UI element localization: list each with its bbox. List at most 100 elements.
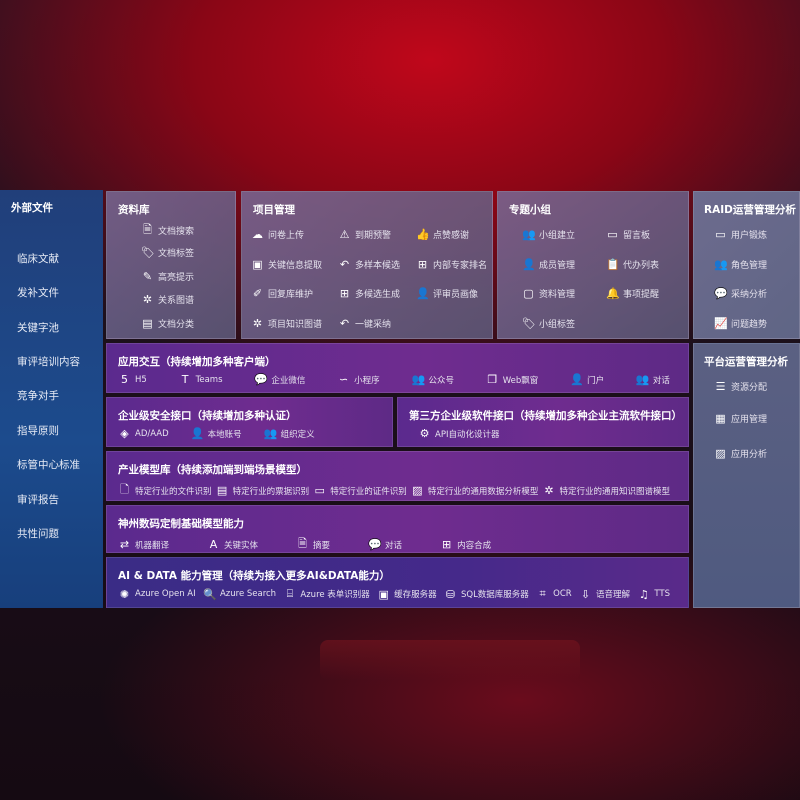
aidata-item-label: Azure 表单识别器 [300,590,370,600]
sidebar-item[interactable]: 审评报告 [17,494,59,506]
group-item[interactable]: 👤 成员管理 [522,258,575,271]
industry-item-label: 特定行业的通用数据分析模型 [427,486,539,497]
interaction-item[interactable]: 👥 公众号 [411,373,454,386]
id-card-icon: ▭ [314,484,325,497]
security-item-label: 组织定义 [280,429,315,440]
group-item[interactable]: ▢ 资料管理 [522,287,575,300]
receipt-icon: ▤ [216,484,228,497]
group-item[interactable]: 🏷 小组标签 [522,317,575,330]
aidata-item[interactable]: ⛁ SQL数据库服务器 [444,587,529,601]
interaction-item[interactable]: ❐ Web飘窗 [486,373,539,386]
basemodel-item[interactable]: ⊞ 内容合成 [440,535,491,552]
platform-item[interactable]: ▨ 应用分析 [714,447,767,460]
pen-icon: ✎ [142,270,153,283]
platform-panel: 平台运营管理分析 ☰ 资源分配 ▦ 应用管理 ▨ 应用分析 [693,343,800,608]
group-item[interactable]: 📋 代办列表 [606,258,659,271]
industry-item[interactable]: ✲ 特定行业的通用知识图谱模型 [542,481,670,500]
sidebar-item[interactable]: 标管中心标准 [17,459,80,471]
platform-item[interactable]: ▦ 应用管理 [714,412,767,425]
reply-icon: ↶ [339,317,350,330]
thirdparty-item[interactable]: ⚙ API自动化设计器 [418,427,500,440]
project-item-label: 多样本候选 [355,261,401,271]
miniprogram-icon: ∽ [339,373,349,386]
html5-icon: 5 [121,373,128,386]
library-item[interactable]: 🏷 文档标签 [141,246,194,259]
industry-item[interactable]: ▨ 特定行业的通用数据分析模型 [411,481,539,500]
project-item[interactable]: ⚠ 到期预警 [338,228,391,241]
aidata-item[interactable]: ⌸ Azure 表单识别器 [283,587,370,601]
aidata-item-label: 语音理解 [596,590,631,600]
reply-icon: ↶ [339,258,350,271]
interaction-item[interactable]: T Teams [179,373,223,386]
library-item[interactable]: ✲ 关系图谱 [141,293,194,306]
raid-item[interactable]: 👥 角色管理 [714,258,767,271]
library-item[interactable]: ✎ 高亮提示 [141,270,194,283]
basemodel-item[interactable]: A 关键实体 [207,535,258,552]
aidata-item-label: Azure Search [219,589,277,599]
security-item[interactable]: 👥 组织定义 [264,427,315,440]
interaction-item[interactable]: 👤 门户 [570,373,604,386]
sidebar-item[interactable]: 发补文件 [17,287,59,299]
project-item[interactable]: 👍 点赞感谢 [416,228,469,241]
interaction-item-label: 门户 [587,375,605,386]
project-item[interactable]: ↶ 多样本候选 [338,258,400,271]
sidebar-item[interactable]: 指导原则 [17,425,59,437]
basemodel-item[interactable]: 🗎 摘要 [296,535,331,552]
basemodel-item-label: 摘要 [313,540,331,551]
aidata-item[interactable]: ⌗ OCR [536,587,572,601]
project-item[interactable]: ⊞ 内部专家排名 [416,258,487,271]
security-item[interactable]: ◈ AD/AAD [118,427,168,440]
project-item[interactable]: ☁ 问卷上传 [251,228,304,241]
sidebar-item[interactable]: 临床文献 [17,253,59,265]
aidata-item[interactable]: ♫ TTS [637,587,670,601]
basemodel-item[interactable]: 💬 对话 [368,535,402,552]
security-item-label: 本地账号 [207,429,242,440]
interaction-item-label: Web飘窗 [502,375,539,386]
library-item[interactable]: ▤ 文档分类 [141,317,194,330]
project-item[interactable]: ✲ 项目知识图谱 [251,317,322,330]
sidebar-item[interactable]: 竞争对手 [17,390,59,402]
group-item[interactable]: 👥 小组建立 [522,228,575,241]
bell-icon: 🔔 [606,287,620,300]
platform-item[interactable]: ☰ 资源分配 [714,380,767,393]
project-item[interactable]: ↶ 一键采纳 [338,317,391,330]
sidebar-item[interactable]: 关键字池 [17,322,59,334]
project-item[interactable]: 👤 评审员画像 [416,287,478,300]
project-item[interactable]: ⊞ 多候选生成 [338,287,400,300]
interaction-item-label: Teams [195,374,223,385]
users-icon: 👥 [714,258,728,271]
industry-item-label: 特定行业的通用知识图谱模型 [559,486,670,497]
raid-item[interactable]: ▭ 用户锻炼 [714,228,767,241]
aidata-item[interactable]: ⇩ 语音理解 [579,587,630,601]
project-item-label: 评审员画像 [433,290,479,300]
edit-icon: ✐ [252,287,263,300]
raid-item[interactable]: 💬 采纳分析 [714,287,767,300]
industry-item[interactable]: 🗋 特定行业的文件识别 [118,481,211,500]
basemodel-item[interactable]: ⇄ 机器翻译 [118,535,169,552]
library-item[interactable]: 🗎 文档搜索 [141,221,194,240]
security-title: 企业级安全接口（持续增加多种认证） [118,410,297,422]
puzzle-icon: ⊞ [339,287,350,300]
interaction-item[interactable]: 💬 企业微信 [254,373,305,386]
project-item[interactable]: ▣ 关键信息提取 [251,258,322,271]
interaction-item[interactable]: ∽ 小程序 [337,373,380,386]
aidata-item[interactable]: 🔍 Azure Search [203,587,276,601]
sidebar-item[interactable]: 共性问题 [17,528,59,540]
project-item[interactable]: ✐ 回复库维护 [251,287,313,300]
sidebar-item[interactable]: 审评培训内容 [17,356,80,368]
raid-item[interactable]: 📈 问题趋势 [714,317,767,330]
interaction-item[interactable]: 👥 对话 [636,373,670,386]
industry-item[interactable]: ▤ 特定行业的票据识别 [216,481,309,500]
interaction-items: 5 H5 T Teams 💬 企业微信 ∽ 小程序 👥 公众号 ❐ Web飘窗 👤 门户 👥 对话 [118,373,680,386]
user-icon: 👤 [416,287,430,300]
translate-icon: ⇄ [119,538,130,551]
aidata-item[interactable]: ✺ Azure Open AI [118,587,196,601]
security-item[interactable]: 👤 本地账号 [191,427,242,440]
aidata-item[interactable]: ▣ 缓存服务器 [377,587,436,601]
group-item[interactable]: 🔔 事项提醒 [606,287,659,300]
group-item[interactable]: ▭ 留言板 [606,228,650,241]
industry-item[interactable]: ▭ 特定行业的证件识别 [313,481,407,500]
interaction-item[interactable]: 5 H5 [118,373,147,386]
interaction-item-label: H5 [135,374,147,385]
platform-item-label: 资源分配 [731,383,768,393]
